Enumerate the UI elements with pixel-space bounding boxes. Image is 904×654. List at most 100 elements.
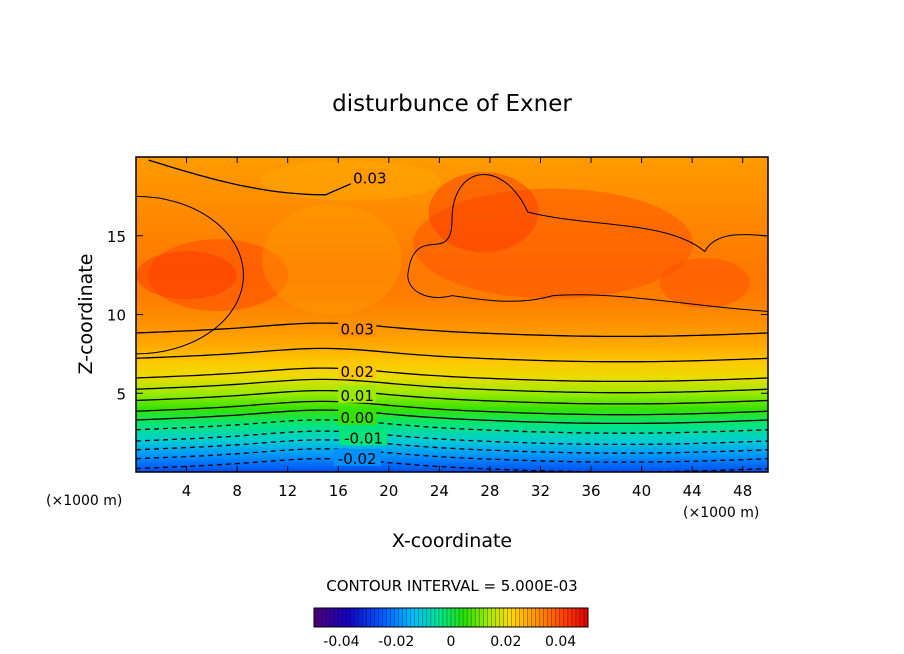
contour-line xyxy=(136,458,768,472)
colorbar-swatch xyxy=(491,608,496,627)
colorbar xyxy=(313,608,589,627)
field-anomalies xyxy=(136,160,750,315)
colorbar-swatch xyxy=(426,608,432,627)
colorbar-swatch xyxy=(402,608,407,627)
x-tick-label: 16 xyxy=(329,482,348,500)
colorbar-swatch xyxy=(495,608,500,627)
colorbar-swatch xyxy=(547,608,553,627)
contour-label-bg xyxy=(338,362,377,380)
colorbar-swatch xyxy=(471,608,476,627)
colorbar-swatch xyxy=(455,608,460,627)
colorbar-swatch xyxy=(334,608,339,627)
colorbar-tick-labels: -0.04 -0.02 0 0.02 0.04 xyxy=(323,634,576,650)
colorbar-swatch xyxy=(527,608,532,627)
colorbar-swatch xyxy=(551,608,557,627)
colorbar-swatch xyxy=(330,608,335,627)
contour-label-bg xyxy=(350,168,389,186)
colorbar-swatch xyxy=(382,608,387,627)
colorbar-swatch xyxy=(531,608,536,627)
y-tick-label: 15 xyxy=(107,228,126,246)
colorbar-swatch xyxy=(463,608,468,627)
colorbar-swatch xyxy=(583,608,589,627)
y-axis-ticks: 5 10 15 xyxy=(107,228,768,403)
x-tick-label: 44 xyxy=(683,482,702,500)
colorbar-swatch xyxy=(362,608,367,627)
contour-label-bg xyxy=(333,448,381,466)
colorbar-swatch xyxy=(406,608,412,627)
x-unit-left: (×1000 m) xyxy=(46,493,122,509)
colorbar-swatch xyxy=(515,608,520,627)
colorbar-swatch xyxy=(398,608,403,627)
x-tick-label: 32 xyxy=(531,482,550,500)
contour-line-upper xyxy=(148,159,383,196)
contour-line xyxy=(136,322,768,338)
colorbar-swatch xyxy=(434,608,440,627)
warm-region-right xyxy=(413,188,694,299)
colorbar-swatch xyxy=(358,608,363,627)
contour-label-bg xyxy=(338,385,377,403)
contour-label: 0.01 xyxy=(340,387,373,405)
contour-label: 0.00 xyxy=(340,409,373,427)
contour-closed-left xyxy=(136,195,244,355)
x-tick-label: 8 xyxy=(232,482,242,500)
colorbar-swatch xyxy=(418,608,424,627)
colorbar-swatch xyxy=(511,608,516,627)
colorbar-swatch xyxy=(503,608,508,627)
contour-closed-right xyxy=(407,174,768,312)
colorbar-swatch xyxy=(543,608,549,627)
colorbar-swatch xyxy=(430,608,436,627)
colorbar-tick-label: 0.04 xyxy=(545,634,576,650)
contour-label-bg xyxy=(339,428,388,446)
colorbar-swatch xyxy=(507,608,512,627)
x-axis-ticks: 4 8 12 16 20 24 28 32 36 40 44 48 xyxy=(182,157,752,500)
colorbar-tick-label: -0.02 xyxy=(378,634,414,650)
colorbar-swatch xyxy=(394,608,399,627)
y-tick-label: 10 xyxy=(107,307,126,325)
contour-line xyxy=(136,389,768,405)
colorbar-swatch xyxy=(567,608,573,627)
colorbar-swatch xyxy=(579,608,585,627)
x-tick-label: 48 xyxy=(733,482,752,500)
colorbar-swatch xyxy=(338,608,343,627)
colorbar-swatch xyxy=(523,608,528,627)
contour-label: -0.02 xyxy=(338,450,377,468)
y-axis-label: Z-coordinate xyxy=(75,254,97,375)
contour-line xyxy=(136,367,768,383)
colorbar-swatch xyxy=(366,608,371,627)
colorbar-swatch xyxy=(322,608,327,627)
colorbar-swatch xyxy=(354,608,359,627)
colorbar-swatch xyxy=(451,608,456,627)
contour-label-bg xyxy=(338,407,377,425)
x-tick-label: 4 xyxy=(182,482,192,500)
contour-line xyxy=(136,419,768,434)
colorbar-swatch xyxy=(535,608,540,627)
colorbar-swatch xyxy=(326,608,331,627)
contour-line xyxy=(136,439,768,454)
plot-area xyxy=(136,157,768,472)
x-tick-label: 40 xyxy=(632,482,651,500)
colorbar-swatch xyxy=(459,608,464,627)
colorbar-swatch xyxy=(446,608,452,627)
contour-line xyxy=(136,430,768,446)
colorbar-swatch xyxy=(438,608,444,627)
contour-label: 0.02 xyxy=(340,363,373,381)
colorbar-swatch xyxy=(390,608,395,627)
colorbar-swatch xyxy=(374,608,379,627)
y-tick-label: 5 xyxy=(116,385,126,403)
colorbar-swatch xyxy=(370,608,375,627)
colorbar-swatch xyxy=(563,608,569,627)
x-tick-label: 36 xyxy=(581,482,600,500)
x-tick-label: 24 xyxy=(430,482,449,500)
warm-core-far-right xyxy=(659,258,750,308)
colorbar-swatch xyxy=(342,608,347,627)
colorbar-swatch xyxy=(378,608,383,627)
colorbar-swatch xyxy=(442,608,448,627)
colorbar-swatch xyxy=(346,608,351,627)
colorbar-swatch xyxy=(350,608,355,627)
colorbar-swatch xyxy=(499,608,504,627)
colorbar-swatch xyxy=(479,608,484,627)
colorbar-swatch xyxy=(410,608,416,627)
colorbar-swatch xyxy=(539,608,544,627)
contour-labels: 0.03 0.03 0.02 0.01 0.00 -0.01 -0.02 xyxy=(333,168,389,468)
